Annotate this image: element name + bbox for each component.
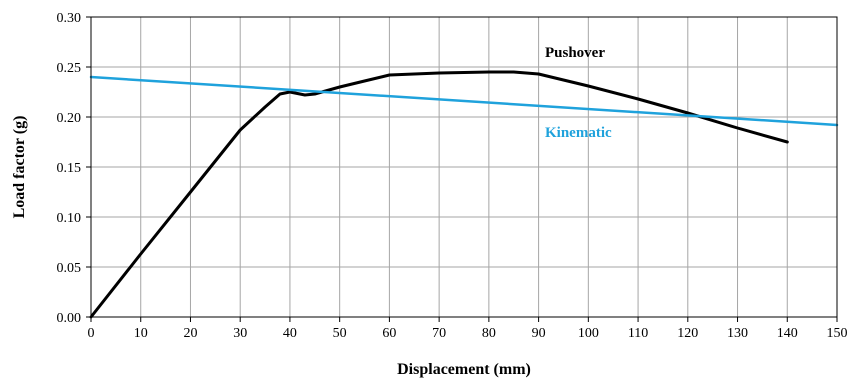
x-tick-label: 40 [283,326,297,341]
y-tick-label: 0.05 [57,261,82,276]
pushover-line [89,70,789,319]
x-tick-label: 110 [628,326,648,341]
tick-labels: 0 10 20 30 40 50 60 70 80 90 100 110 120 130 140 150 0.0… [57,11,848,341]
x-tick-label: 70 [432,326,446,341]
x-tick-label: 60 [382,326,396,341]
x-tick-label: 10 [134,326,148,341]
x-tick-label: 0 [88,326,95,341]
x-tick-label: 150 [827,326,848,341]
kinematic-label: Kinematic [545,125,612,141]
kinematic-line [89,75,839,127]
x-axis-label: Displacement (mm) [397,361,531,378]
x-tick-label: 50 [333,326,347,341]
series-labels: Pushover Kinematic [545,45,612,141]
y-tick-label: 0.15 [57,161,82,176]
y-tick-label: 0.20 [57,111,82,126]
x-tick-label: 90 [532,326,546,341]
x-tick-label: 100 [578,326,599,341]
y-tick-label: 0.30 [57,11,82,26]
x-tick-label: 130 [727,326,748,341]
y-tick-label: 0.00 [57,311,82,326]
x-tick-label: 20 [183,326,197,341]
x-tick-label: 30 [233,326,247,341]
series-lines [89,70,839,319]
y-axis-label: Load factor (g) [11,116,28,219]
pushover-label: Pushover [545,45,605,61]
x-tick-label: 140 [777,326,798,341]
x-tick-label: 120 [677,326,698,341]
x-tick-label: 80 [482,326,496,341]
plot-border [90,16,838,318]
y-tick-label: 0.10 [57,211,82,226]
y-tick-label: 0.25 [57,61,82,76]
grid [86,16,838,322]
